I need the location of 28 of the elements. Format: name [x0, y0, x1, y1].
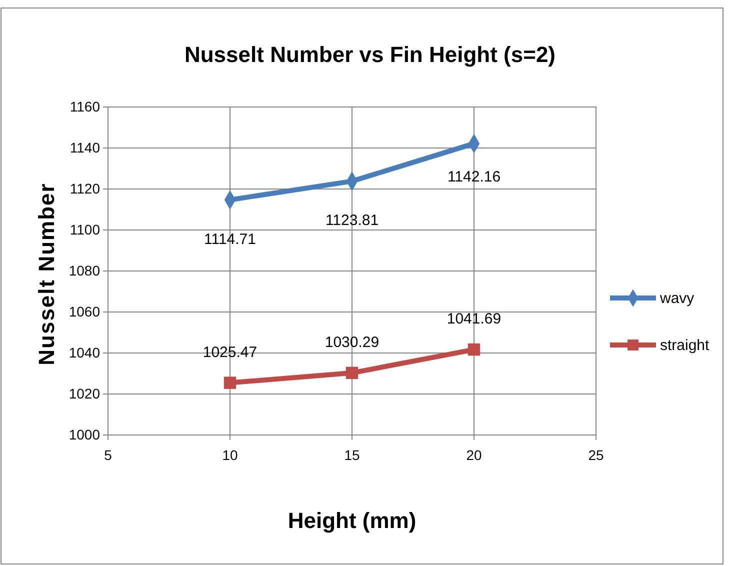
data-label: 1041.69 — [446, 310, 502, 328]
data-label: 1114.71 — [204, 230, 256, 248]
y-tick-label: 1000 — [68, 426, 100, 442]
y-tick-label: 1040 — [68, 344, 100, 360]
y-tick-label: 1160 — [70, 98, 100, 114]
legend-label: wavy — [659, 290, 695, 307]
y-tick-label: 1100 — [70, 221, 100, 238]
y-tick-label: 1140 — [70, 139, 100, 156]
y-tick-label: 1080 — [68, 262, 100, 278]
x-tick-label: 10 — [222, 446, 238, 463]
y-tick-label: 1060 — [68, 303, 100, 320]
data-label: 1123.81 — [325, 212, 379, 230]
x-tick-label: 20 — [466, 446, 482, 463]
y-tick-label: 1120 — [70, 180, 100, 196]
y-axis-title: Nusselt Number — [34, 182, 59, 366]
x-tick-label: 5 — [104, 446, 112, 463]
point — [346, 366, 358, 380]
x-tick-label: 25 — [588, 446, 604, 463]
x-tick-label: 15 — [344, 446, 360, 463]
x-axis-title: Height (mm) — [288, 508, 416, 533]
data-label: 1030.29 — [324, 334, 380, 351]
legend-label: straight — [660, 337, 710, 354]
data-label: 1142.16 — [447, 168, 501, 186]
chart-title: Nusselt Number vs Fin Height (s=2) — [184, 42, 556, 67]
point — [224, 376, 236, 389]
point — [468, 343, 480, 356]
y-tick-label: 1020 — [68, 385, 100, 402]
data-label: 1025.47 — [202, 344, 258, 361]
